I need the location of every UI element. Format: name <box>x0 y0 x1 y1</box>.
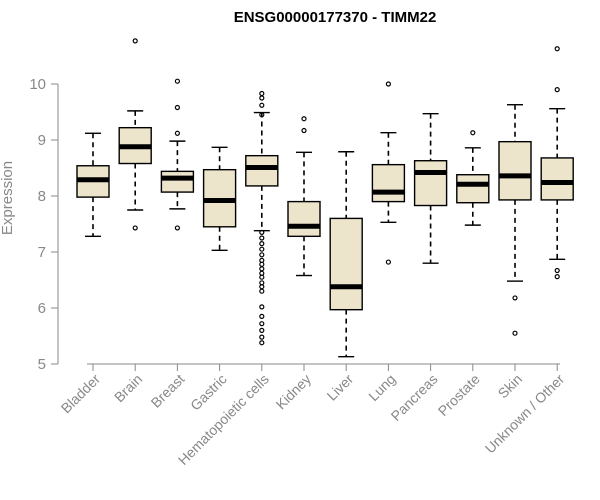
box-iqr <box>245 154 279 187</box>
outlier-point <box>259 241 265 247</box>
outlier-point <box>259 235 265 241</box>
box-group <box>498 104 532 336</box>
box-iqr <box>413 160 448 207</box>
outlier-point <box>174 104 180 111</box>
outlier-point <box>554 46 560 52</box>
outlier-point <box>132 38 138 44</box>
outlier-point <box>554 86 560 93</box>
outlier-point <box>259 334 265 340</box>
y-tick-label: 6 <box>38 300 46 317</box>
outlier-point <box>259 229 265 235</box>
category-label: Brain <box>111 371 145 405</box>
box-group <box>202 146 237 252</box>
category-label: Bladder <box>58 371 104 417</box>
y-tick-label: 8 <box>38 188 46 205</box>
box-iqr <box>540 157 574 201</box>
box-iqr <box>371 163 406 203</box>
box-group <box>540 46 574 280</box>
box-group <box>287 116 321 277</box>
box-group <box>329 151 363 358</box>
outlier-point <box>174 225 180 231</box>
outlier-point <box>512 295 518 301</box>
outlier-point <box>259 112 265 118</box>
box-iqr <box>160 170 195 193</box>
outlier-point <box>259 274 265 280</box>
outlier-point <box>259 95 265 101</box>
outlier-point <box>259 266 265 272</box>
outlier-point <box>385 81 391 87</box>
outlier-point <box>259 90 265 97</box>
outlier-point <box>259 102 265 108</box>
outlier-point <box>132 225 138 231</box>
box-iqr <box>498 140 532 201</box>
y-tick-label: 7 <box>38 244 46 261</box>
y-axis-label: Expression <box>0 161 16 235</box>
y-tick-label: 9 <box>38 132 46 149</box>
outlier-point <box>259 252 265 258</box>
outlier-point <box>259 288 265 294</box>
outlier-point <box>385 259 391 265</box>
category-label: Lung <box>365 371 398 404</box>
outlier-point <box>259 321 265 327</box>
box-iqr <box>329 217 363 311</box>
outlier-point <box>554 274 560 280</box>
category-label: Kidney <box>273 371 315 413</box>
outlier-point <box>174 130 180 136</box>
category-label: Breast <box>148 371 188 411</box>
box-group <box>371 81 406 265</box>
category-label: Prostate <box>435 371 483 419</box>
chart-title: ENSG00000177370 - TIMM22 <box>234 9 437 26</box>
category-label: Pancreas <box>388 371 441 424</box>
box-iqr <box>287 200 321 238</box>
box-group <box>456 130 490 226</box>
outlier-point <box>259 340 265 346</box>
outlier-point <box>470 130 476 136</box>
outlier-point <box>259 313 265 319</box>
y-tick-label: 5 <box>38 356 46 373</box>
category-label: Unknown / Other <box>482 371 568 457</box>
outlier-point <box>554 267 560 274</box>
box-group <box>160 78 195 231</box>
box-group <box>245 90 279 346</box>
box-group <box>118 38 152 231</box>
outlier-point <box>259 327 265 333</box>
box-group <box>76 132 110 238</box>
outlier-point <box>174 78 180 84</box>
y-tick-label: 10 <box>29 76 46 93</box>
outlier-point <box>259 304 265 310</box>
category-label: Liver <box>324 371 357 404</box>
box-group <box>413 112 448 264</box>
outlier-point <box>301 127 307 134</box>
category-label: Skin <box>495 371 526 402</box>
outlier-point <box>512 330 518 336</box>
outlier-point <box>301 116 307 122</box>
outlier-point <box>259 246 265 252</box>
box-iqr <box>456 174 490 204</box>
